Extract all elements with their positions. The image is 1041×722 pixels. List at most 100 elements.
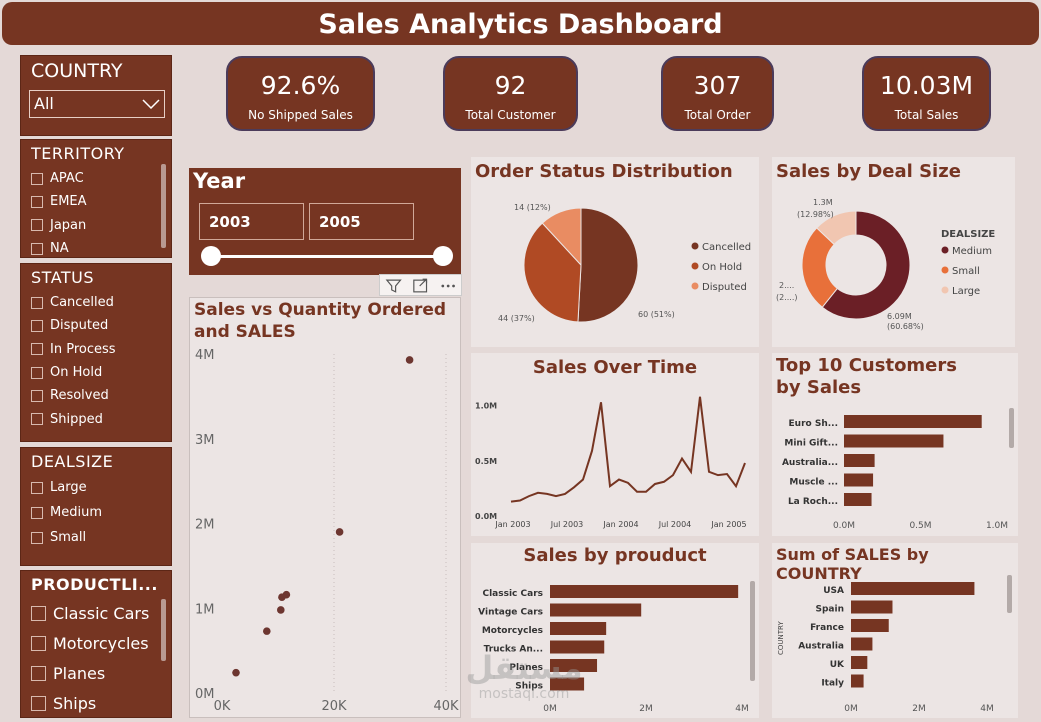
sales-by-product-scrollbar[interactable] <box>750 581 755 681</box>
territory-option[interactable]: APAC <box>31 167 161 190</box>
top-customers-scrollbar[interactable] <box>1009 408 1014 448</box>
filter-icon[interactable] <box>380 275 407 297</box>
donut-data-label: 1.3M <box>813 198 833 207</box>
status-option[interactable]: Resolved <box>31 384 161 407</box>
territory-scrollbar[interactable] <box>161 164 166 248</box>
bar <box>851 637 873 651</box>
chevron-down-icon <box>142 99 160 109</box>
category-label: Classic Cars <box>482 589 543 599</box>
y-tick-label: 4M <box>195 348 215 363</box>
y-tick-label: 1M <box>195 602 215 617</box>
productline-option[interactable]: Motorcycles <box>31 628 161 658</box>
scatter-point <box>277 606 285 614</box>
status-option[interactable]: In Process <box>31 338 161 361</box>
sales-by-country-scrollbar[interactable] <box>1007 575 1012 613</box>
status-option[interactable]: Disputed <box>31 314 161 337</box>
sales-by-product-panel: Sales by prouduct Classic Cars Vintage Ca… <box>471 543 759 718</box>
year-slider-end-handle[interactable] <box>433 246 453 266</box>
visual-header-toolbar <box>379 274 462 296</box>
legend-marker <box>691 282 699 290</box>
productline-option[interactable]: Classic Cars <box>31 598 161 628</box>
dealsize-option[interactable]: Small <box>31 525 161 550</box>
territory-options: APAC EMEA Japan NA <box>31 167 161 260</box>
deal-size-panel: Sales by Deal Size 6.09M (60.68%) 2.... (2.… <box>772 157 1015 347</box>
territory-slicer-label: TERRITORY <box>31 144 125 163</box>
legend-title: DEALSIZE <box>941 229 995 240</box>
more-options-icon[interactable] <box>435 275 461 297</box>
kpi-value: 92.6% <box>260 71 341 100</box>
bar <box>550 622 607 635</box>
year-slider-start-handle[interactable] <box>201 246 221 266</box>
focus-mode-icon[interactable] <box>407 275 434 297</box>
category-label: France <box>810 623 844 633</box>
sales-by-country-title: Sum of SALES by COUNTRY <box>776 545 929 583</box>
category-label: UK <box>830 660 845 670</box>
country-slicer: COUNTRY All <box>20 55 172 136</box>
dealsize-option[interactable]: Large <box>31 475 161 500</box>
dashboard-title-bar: Sales Analytics Dashboard <box>2 2 1039 45</box>
order-status-pie-chart: 60 (51%) 44 (37%) 14 (12%) Cancelled On Hold… <box>498 203 751 323</box>
legend-marker <box>941 246 949 254</box>
bar <box>550 585 739 598</box>
category-label: La Roch... <box>788 497 838 507</box>
legend-label: Disputed <box>702 282 747 293</box>
category-label: Ships <box>515 682 543 692</box>
kpi-label: Total Customer <box>465 108 556 122</box>
territory-option[interactable]: Japan <box>31 214 161 237</box>
checkbox-icon <box>31 172 43 185</box>
country-dropdown[interactable]: All <box>29 90 165 118</box>
legend-label: On Hold <box>702 262 742 273</box>
y-tick-label: 0M <box>195 687 215 702</box>
sales-over-time-panel: Sales Over Time 0.0M 0.5M 1.0M Jan 2003 Jul … <box>471 353 759 536</box>
status-option[interactable]: On Hold <box>31 361 161 384</box>
y-axis-label: COUNTRY <box>777 621 785 655</box>
productline-option[interactable]: Ships <box>31 688 161 718</box>
deal-size-title: Sales by Deal Size <box>776 161 961 182</box>
dealsize-option[interactable]: Medium <box>31 500 161 525</box>
pie-slice <box>577 207 639 323</box>
checkbox-icon <box>31 296 43 309</box>
kpi-value: 92 <box>494 71 527 100</box>
category-label: Trucks An... <box>484 645 543 655</box>
sales-by-product-title: Sales by prouduct <box>523 545 707 566</box>
year-start-input[interactable]: 2003 <box>199 203 304 240</box>
productline-option[interactable]: Planes <box>31 658 161 688</box>
year-end-input[interactable]: 2005 <box>309 203 414 240</box>
x-tick-label: 4M <box>735 704 749 714</box>
x-tick-label: 0M <box>543 704 557 714</box>
bar <box>550 603 642 617</box>
scatter-chart-panel: Sales vs Quantity Ordered and SALES 0M 1M… <box>189 297 461 718</box>
checkbox-icon <box>31 343 43 356</box>
x-tick-label: Jan 2003 <box>494 520 530 529</box>
scatter-chart: 0M 1M 2M 3M 4M 0K 20K 40K <box>195 348 459 714</box>
top-customers-panel: Top 10 Customers by Sales Euro Sh... Mini… <box>772 353 1018 536</box>
territory-option[interactable]: EMEA <box>31 190 161 213</box>
category-label: Muscle ... <box>789 478 838 488</box>
category-label: Spain <box>816 605 845 615</box>
x-tick-label: 0.0M <box>833 521 855 531</box>
checkbox-icon <box>31 366 43 379</box>
sales-by-country-bar-chart: USA Spain France Australia UK Italy 0M 2M 4M COUN… <box>777 582 994 714</box>
productline-scrollbar[interactable] <box>161 599 166 661</box>
legend-label: Large <box>952 286 980 297</box>
scatter-point <box>282 590 291 599</box>
productline-slicer-label: PRODUCTLI... <box>31 575 158 594</box>
category-label: Vintage Cars <box>478 608 543 618</box>
status-option[interactable]: Cancelled <box>31 291 161 314</box>
territory-option[interactable]: NA <box>31 237 161 260</box>
pie-data-label: 60 (51%) <box>638 310 675 319</box>
x-tick-label: Jan 2005 <box>710 520 746 529</box>
checkbox-icon <box>31 481 43 494</box>
donut-data-label: (12.98%) <box>797 210 834 219</box>
status-option[interactable]: Shipped <box>31 407 161 430</box>
legend-label: Cancelled <box>702 242 751 253</box>
order-status-title: Order Status Distribution <box>475 161 733 182</box>
sales-by-product-bar-chart: Classic Cars Vintage Cars Motorcycles Truck… <box>478 585 749 714</box>
bar <box>550 640 605 654</box>
checkbox-icon <box>31 531 43 544</box>
donut-data-label: (2....) <box>776 293 798 302</box>
productline-slicer: PRODUCTLI... Classic Cars Motorcycles Pl… <box>20 570 172 718</box>
top-customers-bar-chart: Euro Sh... Mini Gift... Australia... Muscle… <box>782 415 1008 531</box>
order-status-panel: Order Status Distribution 60 (51%) 44 (37… <box>471 157 759 347</box>
checkbox-icon <box>31 195 43 208</box>
